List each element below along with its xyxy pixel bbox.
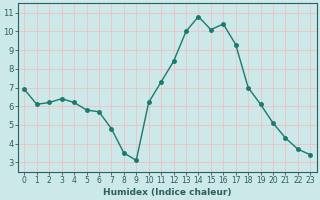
X-axis label: Humidex (Indice chaleur): Humidex (Indice chaleur) — [103, 188, 232, 197]
